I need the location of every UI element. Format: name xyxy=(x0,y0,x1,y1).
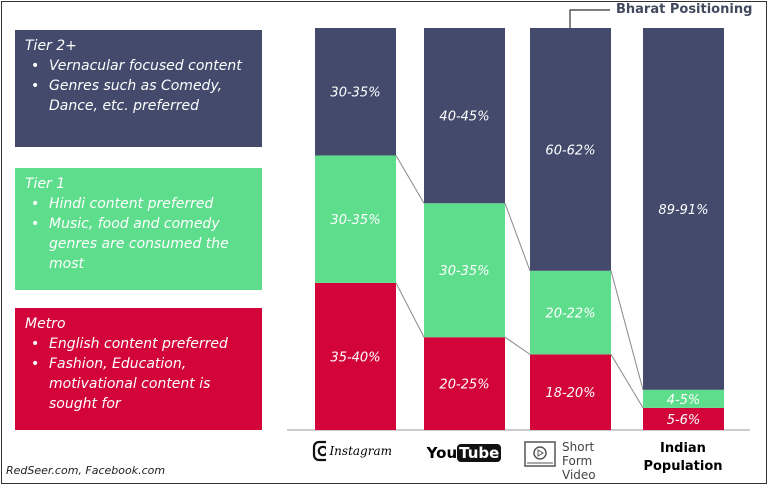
bar-segment-tier-1 xyxy=(424,203,505,338)
bar-segment-tier-1 xyxy=(315,155,396,283)
instagram-icon xyxy=(312,440,327,462)
panel-title: Tier 1 xyxy=(25,176,66,192)
bar-segment-tier-2- xyxy=(643,28,724,390)
connector-line xyxy=(504,336,531,355)
bullet: Fashion, Education, motivational content… xyxy=(25,354,252,414)
short-form-text: Short Form Video xyxy=(562,440,596,482)
data-label: 5-6% xyxy=(667,413,701,428)
connector-line xyxy=(395,155,425,204)
data-label: 20-25% xyxy=(439,378,489,393)
bullet: Hindi content preferred xyxy=(25,194,252,214)
data-label: 89-91% xyxy=(658,203,708,218)
bharat-annotation: Bharat Positioning xyxy=(616,2,753,17)
panel-title: Metro xyxy=(25,316,66,332)
youtube-tube: Tube xyxy=(457,444,502,462)
youtube-you: You xyxy=(426,444,458,462)
bullet: Music, food and comedy genres are consum… xyxy=(25,214,252,274)
panel-tier1: Tier 1 Hindi content preferredMusic, foo… xyxy=(15,168,262,290)
connector-line xyxy=(504,203,531,271)
indian-population-label: Indian Population xyxy=(643,441,723,474)
data-label: 30-35% xyxy=(330,213,380,228)
youtube-label: You Tube xyxy=(424,444,504,462)
panel-metro: Metro English content preferredFashion, … xyxy=(15,308,262,430)
bar-segment-metro xyxy=(424,337,505,430)
bar-segment-tier-2- xyxy=(315,28,396,156)
data-label: 40-45% xyxy=(439,110,489,125)
data-label: 60-62% xyxy=(545,143,595,158)
data-label: 30-35% xyxy=(330,86,380,101)
bar-segment-metro xyxy=(643,407,724,430)
bullet: English content preferred xyxy=(25,334,252,354)
data-label: 18-20% xyxy=(545,386,595,401)
connector-line xyxy=(395,282,425,338)
panel-title: Tier 2+ xyxy=(25,38,77,54)
bullet: Genres such as Comedy, Dance, etc. prefe… xyxy=(25,76,252,116)
short-form-label: Short Form Video xyxy=(524,440,624,482)
video-icon xyxy=(524,441,556,467)
source-note: RedSeer.com, Facebook.com xyxy=(6,464,166,477)
connector-line xyxy=(610,354,644,409)
data-label: 4-5% xyxy=(667,393,701,408)
connector-line xyxy=(610,270,644,390)
annotation-bracket xyxy=(569,9,610,28)
instagram-text: Instagram xyxy=(329,444,392,458)
bar-segment-metro xyxy=(530,354,611,430)
bullet: Vernacular focused content xyxy=(25,56,252,76)
instagram-label: Instagram xyxy=(312,440,392,462)
data-label: 20-22% xyxy=(545,307,595,322)
data-label: 30-35% xyxy=(439,264,489,279)
bar-segment-metro xyxy=(315,282,396,430)
bar-segment-tier-1 xyxy=(643,389,724,408)
panel-tier2: Tier 2+ Vernacular focused contentGenres… xyxy=(15,30,262,147)
bar-segment-tier-1 xyxy=(530,270,611,355)
bar-segment-tier-2- xyxy=(424,28,505,204)
bar-segment-tier-2- xyxy=(530,28,611,271)
data-label: 35-40% xyxy=(330,350,380,365)
